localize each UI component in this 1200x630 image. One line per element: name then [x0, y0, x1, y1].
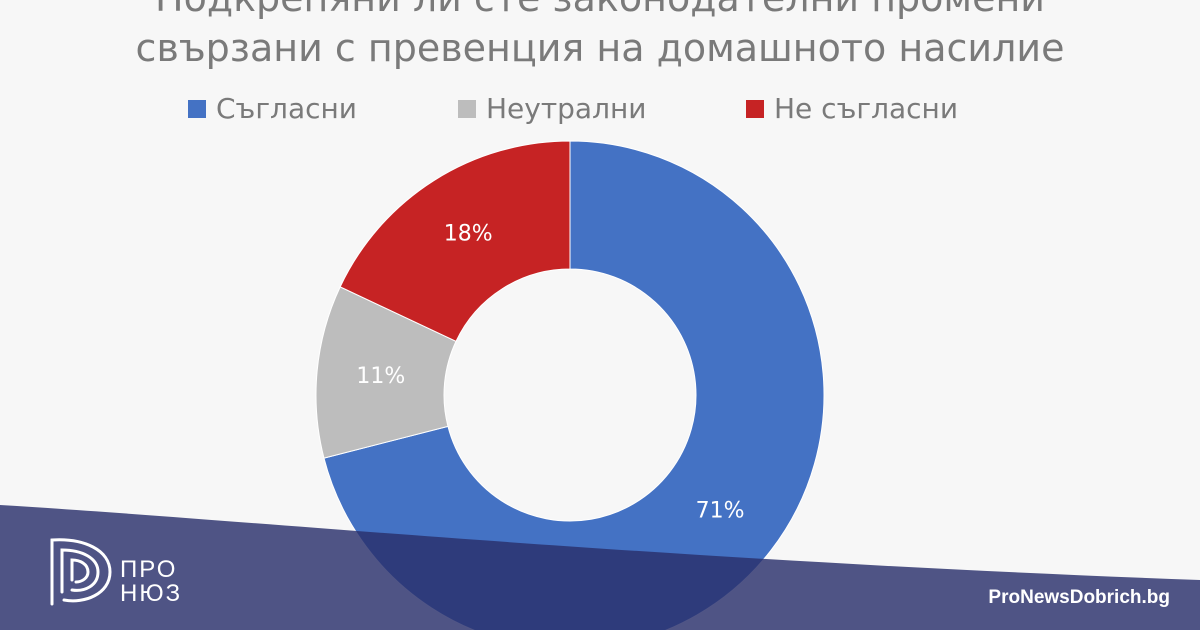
- legend-swatch-neutral: [458, 99, 476, 118]
- pronews-logo-icon: [50, 538, 112, 606]
- logo-wordmark: ПРО НЮЗ: [120, 558, 182, 606]
- legend-label-agree: Съгласни: [216, 92, 357, 125]
- data-label-neutral: 11%: [356, 364, 405, 389]
- legend-item-disagree: Не съгласни: [746, 92, 958, 125]
- site-url: ProNewsDobrich.bg: [988, 587, 1170, 608]
- donut-slices: [315, 140, 825, 630]
- legend-item-neutral: Неутрални: [458, 92, 647, 125]
- chart-legend: Съгласни Неутрални Не съгласни: [0, 92, 1200, 132]
- legend-item-agree: Съгласни: [188, 92, 357, 125]
- legend-label-disagree: Не съгласни: [774, 92, 959, 125]
- data-label-disagree: 18%: [444, 222, 493, 247]
- chart-title-line1: Подкрепяни ли сте законодателни промени: [0, 0, 1200, 20]
- legend-swatch-agree: [188, 99, 206, 118]
- data-label-agree: 71%: [696, 498, 745, 523]
- logo-line2: НЮЗ: [120, 580, 183, 607]
- logo-line1: ПРО: [120, 556, 178, 583]
- donut-slice-disagree: [339, 140, 571, 343]
- chart-title-line2: свързани с превенция на домашното насили…: [135, 26, 1065, 70]
- legend-swatch-disagree: [746, 99, 764, 118]
- donut-slice-labels: 71% 11% 18%: [356, 222, 744, 524]
- legend-label-neutral: Неутрални: [486, 92, 647, 125]
